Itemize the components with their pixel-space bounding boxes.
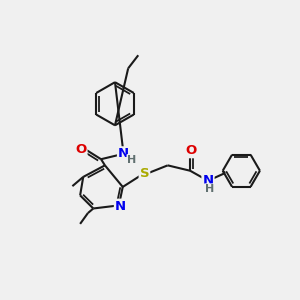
Text: O: O: [185, 144, 197, 157]
Text: S: S: [140, 167, 149, 180]
Text: H: H: [205, 184, 214, 194]
Text: N: N: [115, 200, 126, 213]
Text: N: N: [202, 174, 214, 187]
Text: O: O: [75, 143, 86, 157]
Text: N: N: [118, 147, 129, 160]
Text: H: H: [128, 155, 137, 165]
